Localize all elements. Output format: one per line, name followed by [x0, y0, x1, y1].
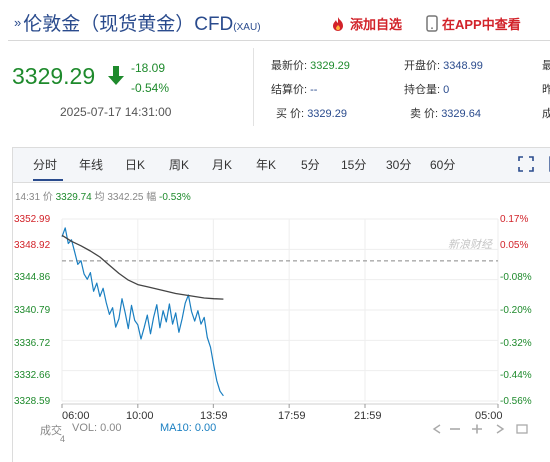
y-tick-right: -0.56%: [500, 396, 532, 407]
y-tick-left: 3340.79: [14, 305, 51, 316]
field-value: 3329.29: [307, 108, 347, 120]
instrument-title: » 伦敦金（现货黄金）CFD(XAU): [14, 9, 261, 36]
info-time: 14:31: [15, 192, 41, 203]
header-divider: [8, 40, 550, 41]
add-watchlist-button[interactable]: 添加自选: [330, 14, 402, 33]
chevron-icon: »: [14, 15, 22, 30]
active-tab-indicator: [33, 179, 63, 181]
info-price: 3329.74: [55, 192, 92, 203]
field-label: 持仓量:: [404, 84, 441, 96]
y-tick-right: -0.32%: [500, 338, 532, 349]
field-value: --: [310, 84, 318, 96]
zoom-out-icon[interactable]: [448, 424, 462, 434]
x-tick: 10:00: [126, 410, 154, 422]
y-tick-left: 3352.99: [14, 214, 51, 225]
fullscreen-icon[interactable]: [518, 156, 534, 172]
instrument-code: (XAU): [233, 22, 261, 33]
header: » 伦敦金（现货黄金）CFD(XAU) 添加自选 在APP中查看: [0, 0, 550, 40]
tab-15min[interactable]: 15分: [341, 158, 367, 172]
zoom-in-icon[interactable]: [470, 424, 484, 434]
y-tick-right: -0.44%: [500, 370, 532, 381]
x-tick: 13:59: [200, 410, 228, 422]
x-tick: 17:59: [278, 410, 306, 422]
phone-icon: [426, 15, 438, 32]
y-tick-left: 3328.59: [14, 396, 51, 407]
info-price-label: 价: [42, 192, 53, 203]
crosshair-info: 14:31 价 3329.74 均 3342.25 幅 -0.53%: [15, 188, 191, 203]
volume-sub: 4: [60, 434, 66, 444]
y-tick-right: 0.17%: [500, 214, 529, 225]
flame-icon: [333, 16, 343, 31]
field-last: 最新价: 3329.29: [271, 57, 350, 73]
chart-panel: [12, 147, 550, 462]
price-change: -18.09: [131, 61, 166, 75]
y-tick-left: 3336.72: [14, 338, 51, 349]
volume-value: VOL: 0.00: [72, 422, 122, 434]
down-arrow-icon: [108, 66, 124, 85]
price-change-pct: -0.54%: [131, 81, 170, 95]
field-label: 买 价:: [276, 108, 305, 120]
ma10-value: MA10: 0.00: [160, 422, 217, 434]
app-view-button[interactable]: 在APP中查看: [426, 14, 521, 33]
info-avg: 3342.25: [107, 192, 144, 203]
tab-daily-k[interactable]: 日K: [125, 158, 146, 172]
info-amp-label: 幅: [146, 192, 157, 203]
y-tick-left: 3348.92: [14, 240, 51, 251]
app-view-label: 在APP中查看: [442, 17, 521, 32]
field-edge-1: 最: [542, 60, 550, 72]
y-tick-right: -0.08%: [500, 272, 532, 283]
tab-60min[interactable]: 60分: [430, 158, 456, 172]
watermark: 新浪财经: [448, 239, 492, 251]
field-open-interest: 持仓量: 0: [404, 81, 449, 97]
tab-5min[interactable]: 5分: [301, 158, 320, 172]
field-edge-3: 成: [542, 108, 550, 120]
y-tick-right: 0.05%: [500, 240, 529, 251]
x-tick: 21:59: [354, 410, 382, 422]
y-tick-right: -0.20%: [500, 305, 532, 316]
tab-30min[interactable]: 30分: [386, 158, 412, 172]
field-value: 3329.29: [310, 60, 350, 72]
field-edge-2: 昨: [542, 84, 550, 96]
reset-icon[interactable]: [515, 424, 529, 434]
field-label: 最新价:: [271, 60, 308, 72]
volume-label: 成交: [40, 425, 62, 437]
last-price: 3329.29: [12, 63, 96, 89]
instrument-name: 伦敦金（现货黄金）CFD: [23, 14, 234, 35]
field-value: 3348.99: [443, 60, 483, 72]
field-label: 卖 价:: [410, 108, 439, 120]
tab-monthly-k[interactable]: 月K: [212, 158, 233, 172]
add-watchlist-label: 添加自选: [350, 17, 403, 32]
info-avg-label: 均: [94, 192, 105, 203]
tab-year-line[interactable]: 年线: [79, 158, 104, 172]
prev-icon[interactable]: [431, 424, 443, 434]
next-icon[interactable]: [494, 424, 506, 434]
y-tick-left: 3332.66: [14, 370, 51, 381]
field-value: 0: [443, 84, 450, 96]
y-tick-left: 3344.86: [14, 272, 51, 283]
chart-tabs: 分时 年线 日K 周K 月K 年K 5分 15分 30分 60分: [12, 147, 550, 183]
tab-weekly-k[interactable]: 周K: [169, 158, 190, 172]
field-bid: 买 价: 3329.29: [276, 105, 347, 121]
info-amp: -0.53%: [159, 192, 191, 203]
field-ask: 卖 价: 3329.64: [410, 105, 481, 121]
x-tick: 06:00: [62, 410, 90, 422]
tab-yearly-k[interactable]: 年K: [256, 158, 277, 172]
quote-divider: [253, 48, 254, 126]
tab-intraday[interactable]: 分时: [33, 158, 58, 172]
field-open: 开盘价: 3348.99: [404, 57, 483, 73]
field-label: 结算价:: [271, 84, 308, 96]
field-value: 3329.64: [441, 108, 481, 120]
x-tick: 05:00: [475, 410, 503, 422]
field-settlement: 结算价: --: [271, 81, 317, 97]
change-block: -18.09 -0.54%: [131, 58, 169, 98]
field-label: 开盘价:: [404, 60, 441, 72]
quote-timestamp: 2025-07-17 14:31:00: [60, 105, 172, 119]
